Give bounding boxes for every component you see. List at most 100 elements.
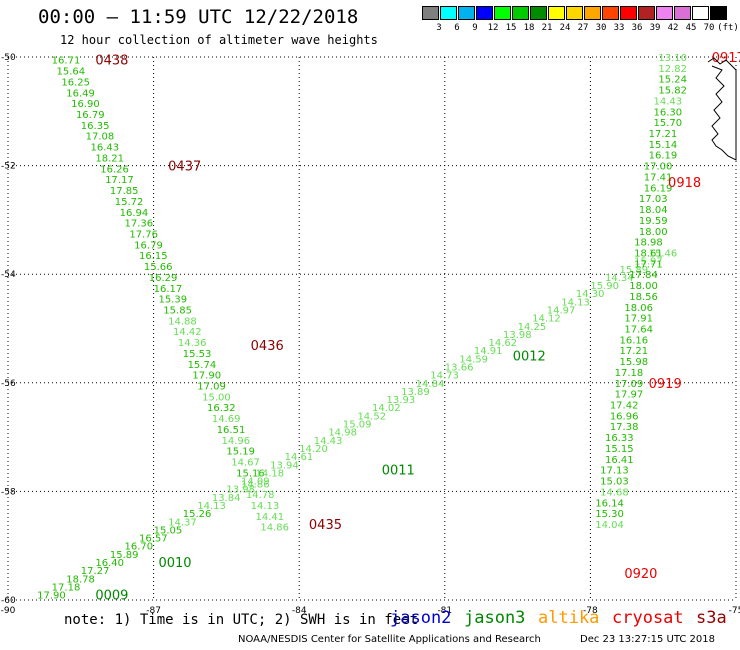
footer-note: note: 1) Time is in UTC; 2) SWH is in fe… [64, 612, 419, 628]
wave-height-label: 15.82 [658, 86, 687, 97]
y-tick-label: -58 [1, 487, 16, 497]
wave-height-label: 14.84 [416, 379, 445, 390]
colorbar-label: 45 [685, 23, 697, 33]
wave-height-label: 17.18 [52, 582, 81, 593]
colorbar-swatch [512, 6, 529, 20]
wave-height-label: 17.64 [624, 325, 653, 336]
wave-height-label: 18.78 [66, 574, 95, 585]
legend-jason3: jason3 [464, 608, 526, 628]
x-tick-label: -75 [729, 606, 740, 616]
colorbar-swatch [656, 6, 673, 20]
wave-height-label: 14.96 [222, 436, 251, 447]
wave-height-label: 14.59 [459, 354, 488, 365]
y-tick-label: -60 [1, 596, 16, 606]
x-tick-label: -84 [292, 606, 307, 616]
wave-height-label: 14.68 [600, 487, 629, 498]
legend-s3a: s3a [696, 608, 727, 628]
colorbar-label: 70 [703, 23, 715, 33]
pass-time-label: 0920 [624, 567, 657, 582]
wave-height-label: 15.85 [163, 305, 192, 316]
wave-height-label: 15.89 [110, 550, 139, 561]
wave-height-label: 16.26 [100, 164, 129, 175]
wave-height-label: 15.46 [649, 248, 678, 259]
colorbar-label: 18 [523, 23, 535, 33]
wave-height-label: 17.00 [644, 162, 673, 173]
wave-height-label: 16.25 [61, 77, 90, 88]
colorbar-swatch [458, 6, 475, 20]
wave-height-label: 15.19 [226, 447, 255, 458]
wave-height-label: 17.09 [197, 382, 226, 393]
wave-height-label: 17.41 [644, 172, 673, 183]
wave-height-label: 15.53 [183, 349, 212, 360]
wave-height-label: 15.72 [115, 197, 144, 208]
wave-height-label: 16.57 [139, 534, 168, 545]
wave-height-label: 13.98 [503, 330, 532, 341]
wave-height-label: 14.20 [299, 444, 328, 455]
colorbar-label: 36 [631, 23, 643, 33]
wave-height-label: 14.43 [314, 436, 343, 447]
wave-height-label: 17.17 [105, 175, 134, 186]
wave-height-label: 17.21 [620, 346, 649, 357]
pass-time-label: 0010 [158, 556, 191, 571]
wave-height-label: 13.98 [226, 485, 255, 496]
legend-cryosat: cryosat [612, 608, 684, 628]
wave-height-label: 14.34 [605, 273, 634, 284]
y-tick-label: -54 [1, 270, 16, 280]
axis-ticks: -90 -87 -84 -81 -78 -75 -50 -52 -54 -56 -58 -60 [1, 53, 740, 616]
colorbar-label: 42 [667, 23, 679, 33]
wave-height-label: 15.97 [634, 257, 663, 268]
colorbar-label: 12 [487, 23, 499, 33]
wave-height-label: 16.17 [154, 284, 183, 295]
wave-height-label: 14.69 [212, 414, 241, 425]
pass-time-label: 0438 [95, 54, 128, 69]
colorbar-label: 21 [541, 23, 553, 33]
wave-height-label: 16.29 [149, 273, 178, 284]
wave-height-label: 14.41 [256, 512, 285, 523]
grid-lines [7, 56, 737, 601]
colorbar-swatch [422, 6, 439, 20]
colorbar-swatch [476, 6, 493, 20]
wave-height-label: 16.43 [91, 143, 120, 154]
pass-time-label: 0011 [382, 464, 415, 479]
pass-time-label: 0435 [309, 518, 342, 533]
legend-altika: altika [538, 608, 600, 628]
wave-height-label: 14.61 [285, 452, 314, 463]
pass-time-label: 0009 [95, 589, 128, 604]
credit-text: NOAA/NESDIS Center for Satellite Applica… [238, 634, 541, 645]
colorbar-swatch [692, 6, 709, 20]
wave-height-label: 17.36 [124, 219, 153, 230]
wave-height-label: 15.89 [620, 265, 649, 276]
wave-height-label: 16.30 [653, 107, 682, 118]
colorbar-label: 6 [454, 23, 460, 33]
colorbar-swatch [440, 6, 457, 20]
wave-height-label: 16.51 [217, 425, 246, 436]
wave-height-label: 15.00 [202, 392, 231, 403]
chart-title: 00:00 – 11:59 UTC 12/22/2018 [38, 6, 359, 28]
wave-height-label: 18.56 [629, 292, 658, 303]
wave-height-label: 15.15 [605, 444, 634, 455]
x-tick-label: -90 [1, 606, 16, 616]
wave-height-label: 16.35 [81, 121, 110, 132]
colorbar-swatch [584, 6, 601, 20]
colorbar-swatch [530, 6, 547, 20]
wave-height-label: 17.97 [615, 390, 644, 401]
wave-height-label: 13.93 [387, 395, 416, 406]
wave-height-label: 15.30 [595, 509, 624, 520]
colorbar-label: 39 [649, 23, 661, 33]
wave-height-label: 17.09 [615, 379, 644, 390]
wave-height-label: 17.08 [86, 132, 115, 143]
wave-height-label: 15.14 [649, 140, 678, 151]
coastline-fragment [707, 57, 737, 161]
wave-height-label: 16.15 [139, 251, 168, 262]
wave-height-label: 17.38 [610, 422, 639, 433]
wave-height-label: 14.91 [474, 346, 503, 357]
wave-height-label: 15.26 [183, 509, 212, 520]
wave-height-label: 17.18 [615, 368, 644, 379]
wave-height-label: 15.74 [188, 360, 217, 371]
wave-height-label: 16.33 [605, 433, 634, 444]
pass-time-label: 0918 [668, 176, 701, 191]
wave-height-label: 17.71 [634, 259, 663, 270]
wave-height-label: 16.71 [52, 56, 81, 67]
